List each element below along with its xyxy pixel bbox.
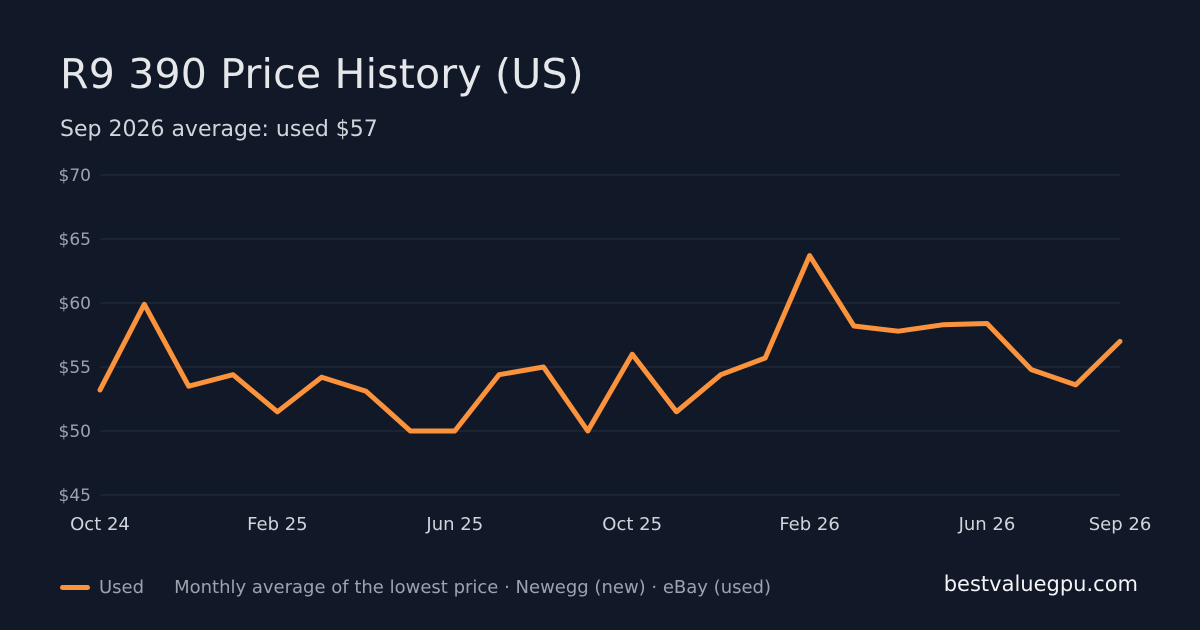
y-tick-label: $70 bbox=[59, 166, 91, 186]
x-tick-label: Feb 25 bbox=[247, 514, 308, 535]
chart-subtitle: Sep 2026 average: used $57 bbox=[60, 117, 378, 142]
x-tick-label: Jun 25 bbox=[425, 514, 483, 535]
x-tick-label: Oct 25 bbox=[602, 514, 662, 535]
x-tick-label: Oct 24 bbox=[70, 514, 130, 535]
legend-label-used: Used bbox=[99, 576, 145, 598]
source-note: Monthly average of the lowest price · Ne… bbox=[174, 576, 772, 598]
grid-lines bbox=[100, 174, 1120, 496]
x-axis-ticks: Oct 24 Feb 25 Jun 25 Oct 25 Feb 26 Jun 26 Sep … bbox=[70, 514, 1151, 535]
y-tick-label: $65 bbox=[59, 230, 91, 250]
y-tick-label: $50 bbox=[59, 422, 91, 442]
legend-swatch-used bbox=[60, 584, 90, 590]
x-tick-label: Jun 26 bbox=[958, 514, 1016, 535]
brand-link[interactable]: bestvaluegpu.com bbox=[943, 572, 1138, 596]
y-tick-label: $45 bbox=[59, 486, 91, 506]
y-tick-label: $55 bbox=[59, 358, 91, 378]
series-line-used bbox=[97, 253, 1123, 434]
y-axis-ticks: $45 $50 $55 $60 $65 $70 bbox=[59, 166, 91, 506]
series-used bbox=[97, 253, 1123, 434]
x-tick-label: Sep 26 bbox=[1089, 514, 1152, 535]
chart-footer: Used Monthly average of the lowest price… bbox=[60, 574, 771, 600]
chart-title: R9 390 Price History (US) bbox=[60, 50, 584, 98]
y-tick-label: $60 bbox=[59, 294, 91, 314]
x-tick-label: Feb 26 bbox=[779, 514, 840, 535]
